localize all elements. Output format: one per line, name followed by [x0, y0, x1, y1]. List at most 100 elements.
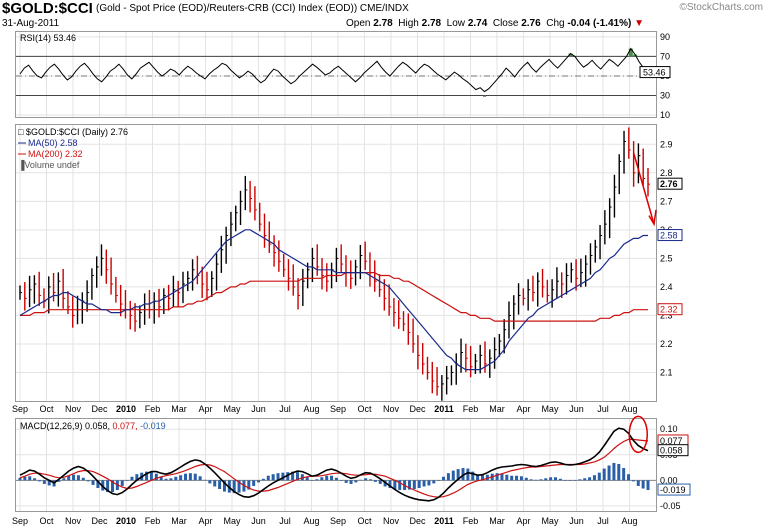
macd-hist-bar — [592, 475, 596, 481]
macd-hist-bar — [57, 480, 61, 482]
macd-hist-bar — [510, 475, 514, 481]
x-tick-label-macd: Sep — [12, 516, 28, 526]
price-tick-label: 2.4 — [660, 282, 673, 292]
macd-hist-bar — [495, 473, 499, 481]
macd-hist-bar — [213, 480, 217, 487]
macd-hist-bar — [583, 478, 587, 481]
x-tick-label: May — [223, 404, 241, 414]
x-tick-label: Jun — [251, 404, 266, 414]
macd-hist-bar — [320, 477, 324, 481]
macd-value-box — [657, 444, 689, 457]
macd-hist-bar — [330, 475, 334, 481]
macd-hist-bar — [18, 477, 22, 481]
x-tick-label: Jun — [569, 404, 584, 414]
price-panel — [15, 124, 657, 402]
macd-hist-bar — [539, 479, 543, 481]
macd-hist-bar — [33, 478, 37, 481]
rsi-tick-label: 10 — [660, 110, 670, 120]
macd-hist-bar — [106, 480, 110, 493]
macd-hist-bar — [558, 478, 562, 481]
macd-hist-bar — [442, 476, 446, 481]
down-arrow-icon: ▼ — [634, 18, 644, 29]
x-tick-label: Oct — [357, 404, 372, 414]
macd-hist-bar — [602, 468, 606, 481]
macd-hist-bar — [427, 480, 431, 486]
macd-hist-bar — [344, 480, 348, 483]
macd-hist-bar — [631, 480, 635, 482]
x-tick-label: Feb — [145, 404, 161, 414]
annotation-circle — [628, 415, 649, 454]
x-tick-label-macd: Jul — [279, 516, 291, 526]
macd-hist-bar — [169, 478, 173, 481]
high-label: High — [398, 18, 419, 29]
macd-hist-bar — [627, 474, 631, 481]
macd-hist-bar — [266, 475, 270, 481]
x-tick-label: Aug — [621, 404, 637, 414]
macd-hist-bar — [281, 472, 285, 481]
x-tick-label-macd: May — [541, 516, 559, 526]
x-tick-label: 2011 — [434, 404, 454, 414]
macd-legend-signal: 0.077, — [113, 421, 141, 431]
macd-hist-bar — [188, 473, 192, 481]
macd-hist-bar — [471, 471, 475, 481]
macd-hist-bar — [47, 480, 51, 486]
x-tick-label-macd: Dec — [409, 516, 426, 526]
macd-hist-bar — [476, 474, 480, 481]
x-tick-label: Sep — [330, 404, 346, 414]
ma200-value-box — [657, 303, 683, 316]
close-value: 2.76 — [521, 18, 541, 29]
macd-hist-bar — [164, 478, 168, 481]
macd-hist-bar — [437, 480, 441, 481]
x-tick-label: Nov — [65, 404, 82, 414]
ma50-legend: MA(50) 2.58 — [28, 138, 78, 148]
macd-tick-label: 0.00 — [660, 475, 678, 485]
x-tick-label-macd: Apr — [198, 516, 212, 526]
x-tick-label: May — [541, 404, 559, 414]
x-tick-label-macd: Sep — [330, 516, 346, 526]
macd-hist-bar — [130, 476, 134, 481]
macd-hist-bar — [276, 473, 280, 481]
x-tick-label-macd: 2010 — [116, 516, 136, 526]
macd-hist-bar — [588, 477, 592, 481]
ma200-last-value: 2.32 — [660, 305, 678, 315]
price-tick-label: 2.8 — [660, 168, 673, 178]
macd-hist-bar — [154, 473, 158, 481]
macd-hist-bar — [612, 462, 616, 481]
open-value: 2.78 — [373, 18, 393, 29]
macd-panel — [15, 418, 657, 512]
macd-hist-bar — [42, 480, 46, 484]
x-tick-label-macd: Oct — [357, 516, 372, 526]
macd-hist-bar — [222, 480, 226, 492]
macd-hist-bar — [72, 474, 76, 481]
chart-description: (Gold - Spot Price (EOD)/Reuters-CRB (CC… — [96, 3, 409, 14]
rsi-panel — [15, 31, 657, 118]
macd-tick-label: 0.10 — [660, 424, 678, 434]
macd-hist-bar — [432, 480, 436, 484]
macd-hist-bar — [364, 478, 368, 481]
macd-hist-bar — [544, 478, 548, 481]
macd-hist-bar — [247, 480, 251, 490]
price-tick-label: 2.2 — [660, 339, 673, 349]
macd-hist-bar — [252, 480, 256, 486]
macd-hist-bar — [573, 480, 577, 481]
macd-hist-bar — [325, 475, 329, 481]
macd-hist-bar — [291, 471, 295, 481]
macd-hist-bar — [81, 477, 85, 481]
x-tick-label: Mar — [171, 404, 187, 414]
x-tick-label-macd: Oct — [39, 516, 54, 526]
macd-hist-bar — [466, 468, 470, 481]
x-tick-label-macd: 2011 — [434, 516, 454, 526]
rsi-tick-label: 70 — [660, 51, 670, 61]
macd-hist-bar — [388, 480, 392, 488]
macd-hist-bar — [305, 477, 309, 481]
hist-value-box — [657, 483, 691, 496]
macd-hist-bar — [378, 480, 382, 484]
macd-hist-bar — [203, 479, 207, 481]
macd-hist-bar — [120, 480, 124, 486]
macd-hist-bar — [28, 476, 32, 481]
macd-hist-bar — [578, 479, 582, 481]
x-tick-label: Nov — [383, 404, 400, 414]
x-tick-label-macd: Dec — [91, 516, 108, 526]
ma200-legend: MA(200) 2.32 — [28, 149, 83, 159]
